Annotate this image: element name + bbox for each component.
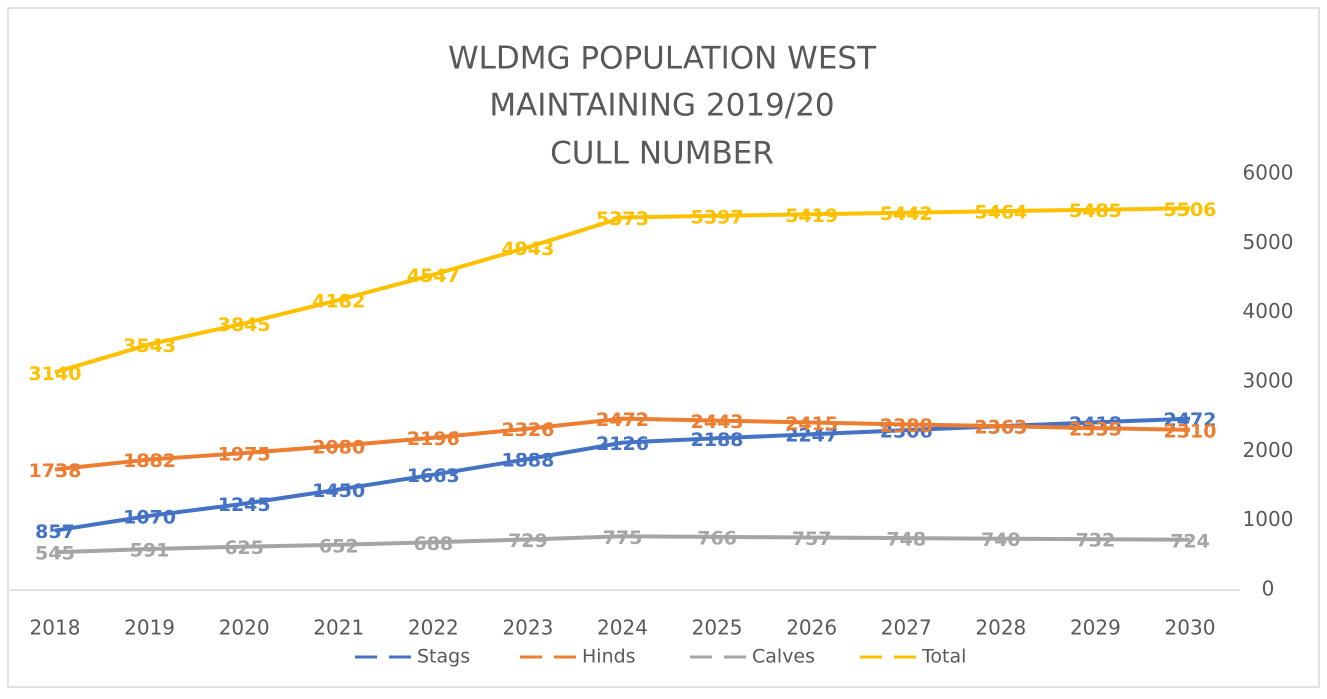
data-label: 5397 bbox=[691, 206, 744, 228]
series-line bbox=[54, 534, 1191, 555]
data-label: 2247 bbox=[785, 425, 838, 447]
data-label: 1070 bbox=[123, 506, 176, 528]
data-label: 2472 bbox=[1164, 409, 1217, 431]
data-label: 625 bbox=[224, 537, 264, 559]
y-tick-label: 4000 bbox=[1243, 299, 1294, 323]
chart-title: WLDMG POPULATION WEST bbox=[448, 41, 877, 77]
y-tick-label: 1000 bbox=[1243, 507, 1294, 531]
data-label: 1663 bbox=[407, 465, 460, 487]
data-label: 732 bbox=[1076, 530, 1116, 552]
data-label: 1975 bbox=[218, 444, 271, 466]
data-label: 2415 bbox=[785, 413, 838, 435]
data-label: 2443 bbox=[691, 411, 744, 433]
data-label: 5506 bbox=[1164, 199, 1217, 221]
data-label: 688 bbox=[413, 533, 453, 555]
data-label: 4547 bbox=[407, 265, 460, 287]
data-label: 757 bbox=[792, 528, 832, 550]
legend-label: Calves bbox=[752, 646, 815, 668]
x-tick-label: 2019 bbox=[124, 616, 175, 640]
chart-title: CULL NUMBER bbox=[550, 136, 774, 172]
data-label: 2188 bbox=[691, 429, 744, 451]
x-tick-label: 2024 bbox=[597, 616, 648, 640]
data-label: 2080 bbox=[312, 436, 365, 458]
x-tick-label: 2028 bbox=[975, 616, 1026, 640]
x-tick-label: 2029 bbox=[1070, 616, 1121, 640]
data-label: 1450 bbox=[312, 480, 365, 502]
data-label: 652 bbox=[319, 535, 359, 557]
x-tick-label: 2020 bbox=[219, 616, 270, 640]
data-label: 724 bbox=[1170, 530, 1210, 552]
data-label: 2363 bbox=[974, 417, 1027, 439]
x-tick-label: 2027 bbox=[881, 616, 932, 640]
data-label: 2196 bbox=[407, 428, 460, 450]
data-label: 545 bbox=[35, 543, 75, 565]
data-label: 766 bbox=[697, 527, 737, 549]
y-tick-label: 2000 bbox=[1243, 438, 1294, 462]
x-tick-label: 2030 bbox=[1165, 616, 1216, 640]
data-label: 1245 bbox=[218, 494, 271, 516]
data-label: 1882 bbox=[123, 450, 176, 472]
data-label: 3845 bbox=[218, 314, 271, 336]
data-label: 5464 bbox=[974, 202, 1027, 224]
data-label: 5419 bbox=[785, 205, 838, 227]
data-label: 5373 bbox=[596, 208, 649, 230]
data-label: 775 bbox=[603, 527, 643, 549]
x-tick-label: 2026 bbox=[786, 616, 837, 640]
y-tick-label: 5000 bbox=[1243, 230, 1294, 254]
data-label: 3543 bbox=[123, 335, 176, 357]
y-tick-label: 6000 bbox=[1243, 161, 1294, 185]
x-tick-label: 2023 bbox=[502, 616, 553, 640]
x-tick-label: 2022 bbox=[408, 616, 459, 640]
legend-label: Total bbox=[921, 646, 966, 668]
data-label: 2472 bbox=[596, 409, 649, 431]
data-label: 748 bbox=[886, 529, 926, 551]
y-tick-label: 3000 bbox=[1243, 369, 1294, 393]
data-label: 857 bbox=[35, 521, 75, 543]
x-tick-label: 2025 bbox=[692, 616, 743, 640]
data-label: 2335 bbox=[1069, 419, 1122, 441]
legend-label: Stags bbox=[417, 646, 470, 668]
data-label: 2326 bbox=[501, 419, 554, 441]
data-label: 729 bbox=[508, 530, 548, 552]
data-label: 5442 bbox=[880, 203, 933, 225]
series-line bbox=[54, 206, 1191, 375]
chart-title: MAINTAINING 2019/20 bbox=[489, 88, 834, 124]
chart-frame bbox=[7, 7, 1320, 688]
data-label: 3140 bbox=[29, 363, 82, 385]
series-line bbox=[54, 416, 1191, 472]
x-tick-label: 2018 bbox=[30, 616, 81, 640]
data-label: 740 bbox=[981, 529, 1021, 551]
data-label: 591 bbox=[130, 540, 170, 562]
data-label: 2310 bbox=[1164, 420, 1217, 442]
y-tick-label: 0 bbox=[1262, 577, 1275, 601]
data-label: 2388 bbox=[880, 415, 933, 437]
data-label: 4943 bbox=[501, 238, 554, 260]
x-tick-label: 2021 bbox=[313, 616, 364, 640]
legend-label: Hinds bbox=[582, 646, 636, 668]
data-label: 1738 bbox=[29, 460, 82, 482]
data-label: 4182 bbox=[312, 291, 365, 313]
data-label: 5485 bbox=[1069, 200, 1122, 222]
data-label: 1888 bbox=[501, 450, 554, 472]
data-label: 2126 bbox=[596, 433, 649, 455]
